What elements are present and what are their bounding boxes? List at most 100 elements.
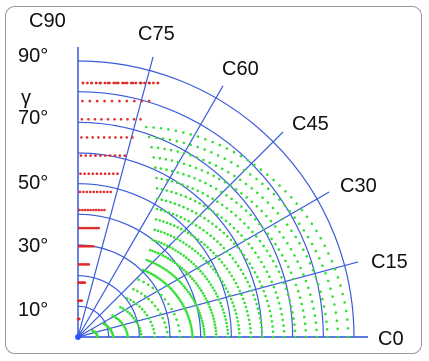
green-point	[173, 261, 177, 265]
green-point	[262, 244, 265, 248]
green-point	[293, 329, 297, 333]
green-point	[212, 317, 215, 320]
green-point	[188, 164, 192, 167]
green-point	[281, 217, 284, 221]
green-point	[142, 280, 145, 284]
green-point	[178, 265, 181, 268]
green-point	[126, 297, 129, 300]
green-point	[303, 322, 307, 326]
green-point	[171, 273, 174, 277]
green-point	[321, 297, 324, 301]
green-point	[165, 244, 169, 247]
green-point	[177, 278, 180, 282]
green-point	[280, 253, 284, 257]
green-point	[214, 332, 218, 336]
green-point	[179, 227, 183, 231]
green-point	[129, 298, 132, 302]
green-point	[178, 280, 182, 284]
green-point	[189, 275, 192, 278]
green-point	[293, 254, 296, 257]
green-point	[203, 333, 206, 336]
red-point	[81, 99, 84, 103]
green-point	[189, 321, 192, 325]
green-point	[203, 275, 207, 278]
red-point	[94, 154, 97, 157]
green-point	[193, 235, 197, 239]
green-point	[158, 265, 162, 268]
green-point	[196, 189, 200, 193]
green-point	[237, 327, 241, 331]
green-point	[291, 311, 294, 314]
green-point	[209, 265, 213, 268]
green-point	[202, 257, 205, 260]
green-point	[161, 316, 165, 320]
green-point	[238, 289, 242, 293]
green-point	[195, 156, 199, 159]
green-point	[173, 291, 176, 295]
green-point	[175, 192, 178, 195]
green-point	[329, 287, 332, 291]
red-point	[102, 136, 106, 139]
green-point	[175, 277, 178, 280]
green-point	[176, 263, 179, 266]
green-point	[190, 209, 194, 213]
green-point	[271, 325, 274, 328]
green-point	[262, 265, 266, 269]
green-point	[145, 313, 149, 317]
green-point	[302, 248, 305, 251]
green-point	[196, 135, 200, 138]
green-point	[212, 237, 216, 240]
green-point	[214, 271, 218, 274]
green-point	[153, 228, 156, 231]
green-point	[111, 314, 114, 317]
green-point	[200, 240, 203, 244]
green-point	[260, 335, 264, 339]
red-point	[88, 99, 92, 103]
green-point	[274, 225, 277, 228]
green-point	[154, 136, 158, 139]
green-point	[197, 267, 200, 271]
green-point	[256, 307, 260, 310]
green-point	[271, 206, 275, 210]
green-point	[121, 307, 125, 310]
green-point	[207, 302, 210, 306]
green-point	[247, 242, 250, 246]
green-point	[240, 192, 243, 195]
green-point	[228, 271, 231, 274]
green-point	[249, 331, 253, 334]
green-point	[221, 280, 224, 284]
green-point	[288, 299, 292, 302]
green-point	[221, 308, 225, 311]
red-point	[108, 154, 112, 157]
red-point	[131, 136, 134, 139]
green-point	[156, 251, 160, 255]
green-point	[336, 335, 340, 339]
green-point	[185, 288, 189, 292]
green-point	[234, 260, 237, 264]
green-point	[234, 214, 238, 217]
green-point	[211, 197, 214, 200]
green-point	[207, 262, 210, 265]
red-point	[112, 81, 116, 85]
green-point	[286, 293, 290, 296]
green-point	[186, 185, 189, 188]
green-point	[230, 160, 233, 164]
green-point	[206, 194, 209, 198]
green-point	[314, 249, 318, 253]
green-point	[249, 173, 252, 176]
green-point	[212, 174, 215, 178]
green-point	[305, 215, 309, 219]
green-point	[211, 140, 214, 144]
green-point	[250, 289, 253, 292]
green-point	[214, 164, 218, 167]
green-point	[284, 259, 287, 263]
green-point	[191, 221, 194, 225]
green-point	[190, 328, 194, 332]
green-point	[211, 314, 215, 317]
green-point	[277, 301, 281, 305]
green-point	[152, 126, 155, 129]
green-point	[266, 187, 270, 191]
green-point	[232, 304, 236, 308]
green-point	[247, 318, 251, 322]
green-point	[218, 228, 222, 232]
